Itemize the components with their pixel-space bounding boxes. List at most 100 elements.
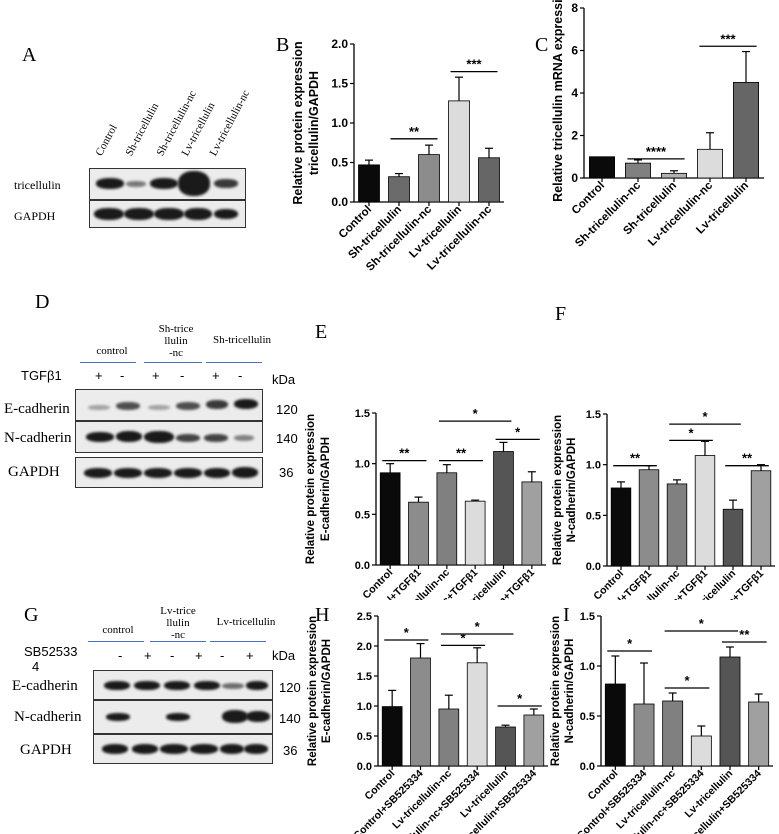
bar	[690, 735, 712, 767]
y-tick-label: 1.5	[586, 409, 601, 421]
bar	[521, 481, 543, 566]
kda-label: kDa	[272, 648, 296, 663]
category-label: Lv-tricellulin-nc	[646, 179, 715, 248]
row-label-e-cadherin: E-cadherin	[12, 678, 78, 694]
significance-label: *	[460, 630, 466, 645]
y-axis-label: E-cadherin/GAPDH	[321, 639, 333, 743]
sign: +	[246, 648, 254, 663]
y-tick-label: 0.5	[586, 510, 601, 522]
y-tick-label: 1.5	[357, 671, 372, 683]
y-tick-label: 1.0	[580, 661, 595, 673]
group-label-lv-nc: Lv-trice llulin -nc	[160, 605, 196, 641]
y-axis-label: Relative tricellulin mRNA expression	[551, 0, 565, 202]
bar	[748, 701, 770, 767]
group-label-sh-nc: Sh-trice llulin -nc	[158, 323, 194, 359]
significance-label: ***	[466, 57, 482, 72]
significance-label: *	[702, 409, 708, 424]
y-tick-label: 0.5	[355, 509, 370, 521]
row-label-tricellulin: tricellulin	[14, 178, 61, 192]
y-tick-label: 8	[571, 1, 578, 15]
bar	[732, 81, 759, 179]
significance-label: *	[517, 691, 523, 706]
panel-label-i: I	[563, 604, 570, 626]
chart-b: 0.0 0.5 1.0 1.5 2.0 Relative protein expressi…	[291, 37, 504, 274]
sign: +	[95, 368, 103, 383]
significance-label: *	[684, 673, 690, 688]
bar	[388, 176, 410, 203]
y-axis-label: N-cadherin/GAPDH	[564, 639, 576, 744]
y-tick-label: 0.5	[331, 156, 348, 170]
panel-label-c: C	[535, 34, 549, 56]
bar	[722, 508, 744, 567]
y-tick-label: 0.5	[580, 711, 595, 723]
kda-value: 120	[279, 680, 301, 695]
y-tick-label: 0.5	[357, 731, 372, 743]
sign: -	[118, 648, 123, 663]
blot-strip-gapdh	[93, 734, 273, 764]
blot-strip-n-cadherin	[93, 700, 273, 734]
significance-label: **	[399, 446, 410, 461]
y-tick-label: 2.0	[357, 641, 372, 653]
bar	[478, 157, 500, 203]
bar	[661, 172, 688, 179]
sign: +	[195, 648, 203, 663]
y-tick-label: 1.0	[586, 460, 601, 472]
significance-label: **	[739, 627, 750, 642]
y-tick-label: 1.5	[355, 408, 370, 420]
sign: -	[220, 648, 225, 663]
blot-strip-gapdh	[89, 200, 246, 228]
bar	[358, 164, 380, 203]
y-tick-label: 2.0	[331, 37, 348, 51]
bar	[610, 487, 632, 567]
y-tick-label: 1.0	[355, 459, 370, 471]
y-axis-label: E-cadherin/GAPDH	[320, 437, 332, 541]
chart-i: 0.0 0.5 1.0 1.5 Relative protein expression N…	[550, 611, 773, 834]
sign: -	[170, 648, 175, 663]
bar	[410, 657, 431, 767]
bar	[408, 501, 429, 566]
blot-strip-tricellulin	[89, 168, 246, 200]
y-tick-label: 1.5	[580, 611, 595, 623]
significance-label: *	[473, 406, 479, 421]
sign: +	[212, 368, 220, 383]
kda-value: 140	[276, 431, 298, 446]
lane-label: Control	[93, 122, 120, 158]
row-label-e-cadherin: E-cadherin	[4, 401, 70, 417]
group-label-sh: Sh-tricellulin	[212, 334, 272, 346]
bar	[448, 100, 470, 203]
bar	[464, 500, 486, 566]
blot-a: Control Sh-tricellulin Sh-tricellulin-nc…	[0, 0, 260, 250]
bar	[379, 472, 401, 566]
bar	[466, 662, 488, 767]
category-label: Sh-tricellulin-nc	[573, 179, 643, 249]
y-axis-label: Relative protein expression	[305, 414, 317, 564]
treatment-label: SB52533 4	[24, 644, 78, 674]
blot-strip-e-cadherin	[75, 389, 263, 421]
significance-label: *	[515, 424, 521, 439]
y-tick-label: 0.0	[580, 761, 595, 773]
row-label-gapdh: GAPDH	[14, 209, 56, 223]
y-tick-label: 1.0	[357, 701, 372, 713]
bar	[666, 483, 688, 567]
y-tick-label: 1.5	[331, 77, 348, 91]
significance-label: *	[475, 619, 481, 634]
bar	[589, 156, 616, 179]
bar	[719, 656, 741, 767]
y-tick-label: 4	[571, 86, 578, 100]
significance-label: **	[409, 124, 420, 139]
y-tick-label: 0.0	[357, 761, 372, 773]
bar	[604, 683, 626, 767]
y-tick-label: 1.0	[331, 116, 348, 130]
y-axis-label: Relative protein expression	[552, 415, 564, 565]
bar	[438, 708, 460, 767]
y-axis-label: Relative protein expression	[550, 616, 562, 766]
y-tick-label: 2.5	[357, 611, 372, 623]
y-tick-label: 6	[571, 44, 578, 58]
y-tick-label: 2	[571, 129, 578, 143]
panel-label-g: G	[24, 604, 39, 626]
y-axis-label: Relative protein expression	[307, 616, 319, 766]
chart-f: 0.0 0.5 1.0 1.5 Relative protein expression N…	[552, 409, 775, 600]
bar	[418, 154, 440, 203]
row-label-n-cadherin: N-cadherin	[14, 709, 82, 725]
significance-label: ***	[720, 31, 736, 46]
